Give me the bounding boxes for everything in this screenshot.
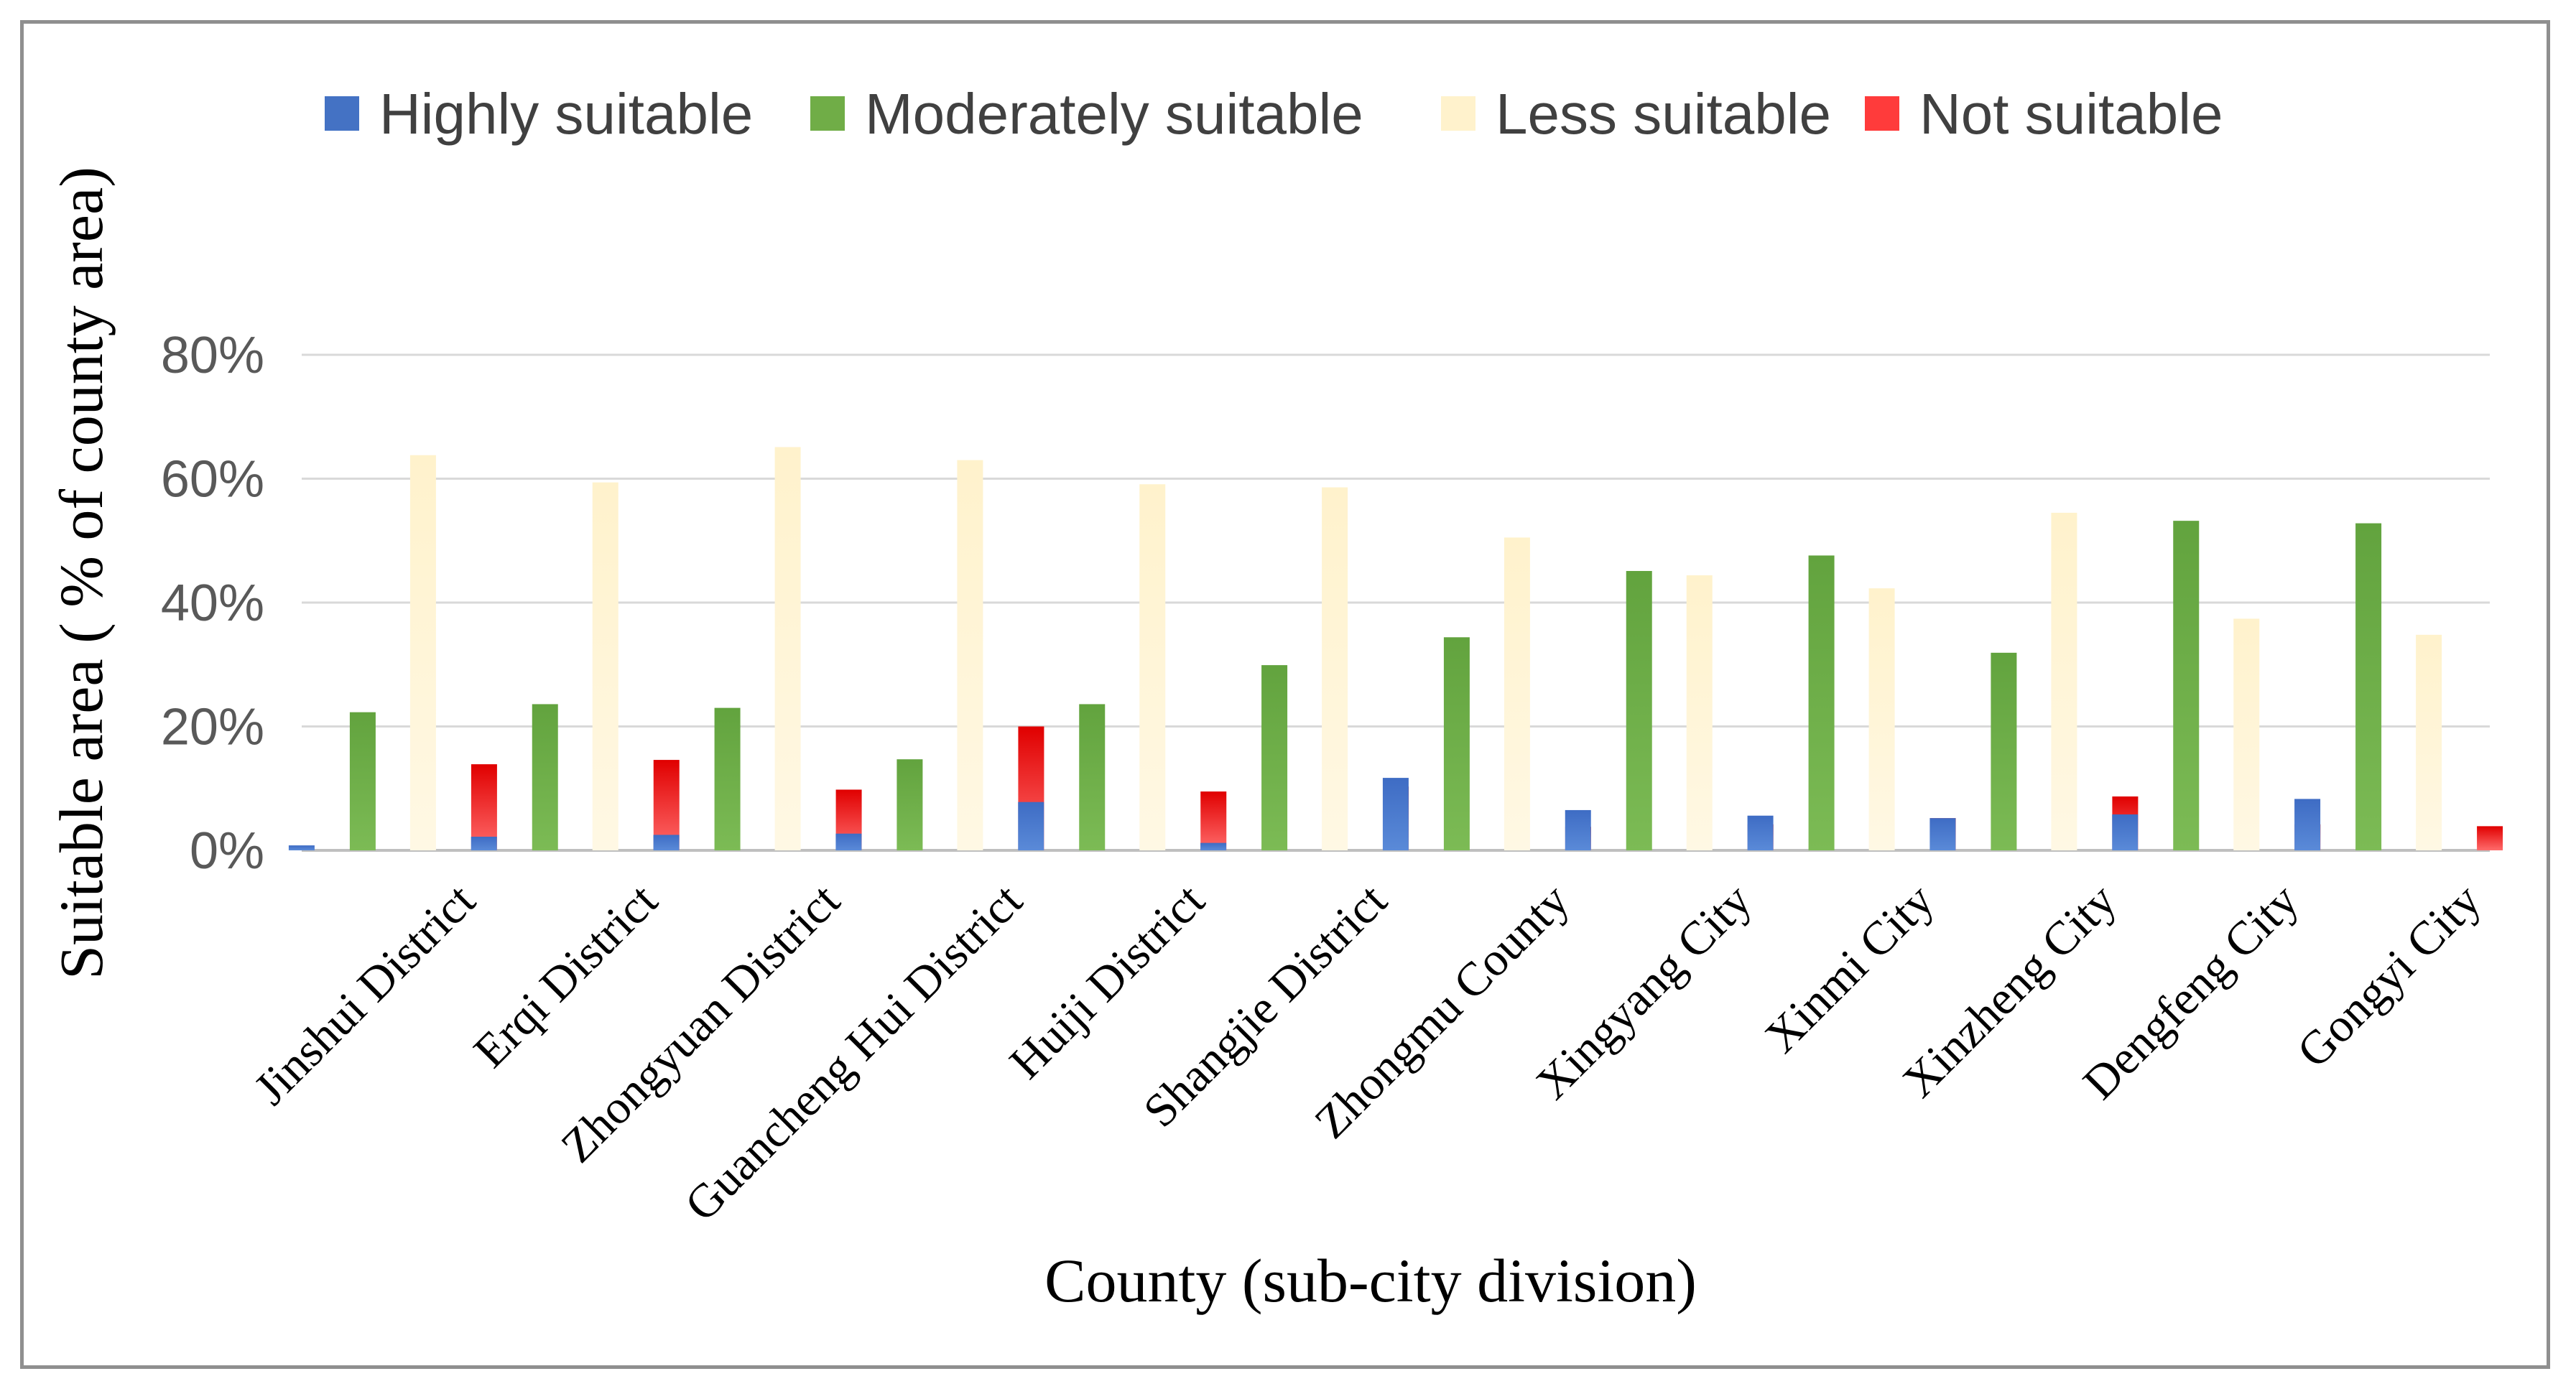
x-category-label: Erqi District [464, 874, 668, 1078]
bar-moderately-suitable-jinshui-district [349, 712, 376, 850]
bar-highly-suitable-zhongmu-county [1382, 778, 1409, 850]
bar-moderately-suitable-zhongmu-county [1443, 637, 1470, 850]
bar-highly-suitable-guancheng-hui-district [835, 833, 862, 850]
bar-moderately-suitable-xinmi-city [1808, 555, 1835, 850]
bar-less-suitable-jinshui-district [409, 455, 436, 850]
bar-moderately-suitable-dengfeng-city [2173, 521, 2200, 850]
bar-moderately-suitable-xinzheng-city [1991, 652, 2017, 850]
bar-less-suitable-xinzheng-city [2051, 512, 2077, 850]
bar-highly-suitable-erqi-district [471, 837, 497, 850]
bar-highly-suitable-xinmi-city [1747, 815, 1774, 850]
x-category-label: Gongyi City [2287, 874, 2491, 1078]
bar-moderately-suitable-guancheng-hui-district [896, 759, 923, 850]
legend-label-highly-suitable: Highly suitable [379, 82, 753, 146]
bar-not-suitable-huiji-district [1200, 791, 1227, 850]
bar-highly-suitable-dengfeng-city [2112, 814, 2139, 850]
y-tick-labels: 0% 20% 40% 60% 80% [161, 327, 264, 880]
gridlines [302, 353, 2490, 852]
legend-swatch-moderately-suitable [810, 96, 845, 131]
bar-highly-suitable-jinshui-district [288, 845, 315, 850]
bar-less-suitable-xingyang-city [1686, 575, 1713, 850]
bar-highly-suitable-xingyang-city [1565, 809, 1591, 850]
legend-label-less-suitable: Less suitable [1496, 82, 1831, 146]
bar-highly-suitable-shangjie-district [1200, 842, 1227, 850]
bar-highly-suitable-huiji-district [1018, 802, 1044, 850]
bar-less-suitable-zhongmu-county [1504, 537, 1530, 850]
bar-less-suitable-guancheng-hui-district [957, 460, 983, 850]
bar-less-suitable-gongyi-city [2416, 634, 2442, 850]
bar-less-suitable-erqi-district [592, 482, 618, 850]
bar-less-suitable-xinmi-city [1868, 588, 1895, 850]
bar-moderately-suitable-erqi-district [532, 704, 558, 850]
x-category-label: Xinmi City [1755, 874, 1944, 1063]
x-category-label: Guancheng Hui District [675, 874, 1032, 1231]
bar-less-suitable-huiji-district [1139, 484, 1166, 850]
x-axis-title: County (sub-city division) [1044, 1246, 1697, 1315]
bar-moderately-suitable-huiji-district [1079, 704, 1106, 850]
bar-highly-suitable-xinzheng-city [1929, 818, 1956, 850]
bar-less-suitable-shangjie-district [1322, 487, 1348, 850]
y-tick-label: 0% [190, 822, 264, 880]
x-category-label: Jinshui District [244, 874, 486, 1115]
y-tick-label: 60% [161, 451, 264, 508]
legend-swatch-less-suitable [1441, 96, 1475, 131]
y-tick-label: 40% [161, 575, 264, 632]
y-tick-label: 20% [161, 699, 264, 756]
bar-moderately-suitable-xingyang-city [1626, 571, 1652, 850]
bar-not-suitable-jinshui-district [471, 764, 497, 850]
legend-swatch-not-suitable [1865, 96, 1899, 131]
legend-label-moderately-suitable: Moderately suitable [865, 82, 1363, 146]
y-tick-label: 80% [161, 327, 264, 384]
bar-moderately-suitable-zhongyuan-district [714, 707, 741, 850]
bar-moderately-suitable-gongyi-city [2355, 523, 2382, 850]
bar-highly-suitable-gongyi-city [2294, 799, 2321, 850]
bar-moderately-suitable-shangjie-district [1261, 665, 1288, 850]
legend: Highly suitable Moderately suitable Less s… [325, 82, 2223, 146]
y-axis-title: Suitable area ( % of county area) [47, 167, 116, 980]
legend-label-not-suitable: Not suitable [1919, 82, 2223, 146]
legend-swatch-highly-suitable [325, 96, 359, 131]
bar-less-suitable-dengfeng-city [2233, 618, 2260, 850]
bars [288, 447, 2503, 850]
bar-highly-suitable-zhongyuan-district [653, 835, 680, 850]
bar-not-suitable-gongyi-city [2477, 826, 2503, 850]
bar-less-suitable-zhongyuan-district [774, 447, 801, 850]
